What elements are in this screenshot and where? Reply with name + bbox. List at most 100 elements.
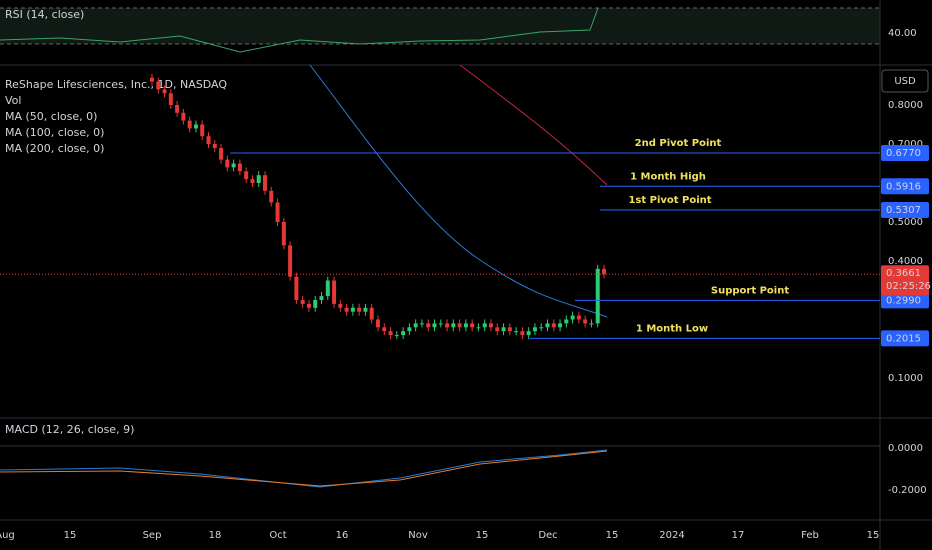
candle bbox=[476, 327, 481, 329]
candle bbox=[539, 327, 544, 329]
candle bbox=[300, 300, 305, 304]
candle bbox=[206, 136, 211, 144]
candle bbox=[564, 319, 569, 324]
level-name: Support Point bbox=[711, 285, 789, 296]
candle bbox=[589, 323, 594, 325]
level-name: 1st Pivot Point bbox=[628, 195, 711, 206]
rsi-band bbox=[0, 8, 880, 44]
legend-item: Vol bbox=[5, 94, 21, 107]
candle bbox=[156, 81, 161, 90]
rsi-title: RSI (14, close) bbox=[5, 8, 84, 21]
candle bbox=[532, 327, 537, 332]
candle bbox=[319, 296, 324, 300]
rsi-line bbox=[0, 7, 599, 53]
signal-line bbox=[0, 450, 608, 487]
level-tag bbox=[881, 202, 929, 219]
candle bbox=[200, 124, 205, 137]
price-tick: 0.4000 bbox=[888, 256, 923, 267]
macd-tick: 0.0000 bbox=[888, 443, 923, 454]
macd-tick: -0.2000 bbox=[888, 485, 927, 496]
candle bbox=[558, 323, 563, 328]
level-label: 0.5307 bbox=[886, 205, 921, 216]
time-label: 15 bbox=[64, 530, 77, 541]
countdown: 02:25:26 bbox=[886, 281, 931, 292]
time-label: 2024 bbox=[659, 530, 684, 541]
level-name: 2nd Pivot Point bbox=[635, 138, 722, 149]
currency-button[interactable] bbox=[881, 69, 929, 93]
candle bbox=[463, 323, 468, 328]
candle bbox=[237, 163, 242, 172]
time-label: Nov bbox=[408, 530, 428, 541]
time-label: 15 bbox=[867, 530, 880, 541]
time-label: 15 bbox=[476, 530, 489, 541]
level-label: 0.5916 bbox=[886, 181, 921, 192]
rsi-tick: 40.00 bbox=[888, 28, 917, 39]
candle bbox=[181, 112, 186, 121]
candle bbox=[256, 175, 261, 183]
level-label: 0.6770 bbox=[886, 148, 921, 159]
candle bbox=[313, 300, 318, 308]
level-label: 0.2990 bbox=[886, 295, 921, 306]
candle bbox=[175, 105, 180, 113]
candle bbox=[382, 327, 387, 332]
last-price-tag bbox=[881, 265, 929, 296]
candle bbox=[294, 276, 299, 300]
level-tag bbox=[881, 330, 929, 347]
candle bbox=[263, 175, 267, 191]
time-label: Feb bbox=[801, 530, 819, 541]
time-label: Oct bbox=[269, 530, 286, 541]
candle bbox=[275, 202, 280, 222]
candle bbox=[438, 323, 443, 325]
candle bbox=[193, 124, 198, 129]
candle bbox=[451, 323, 456, 328]
price-tick: 0.7000 bbox=[888, 139, 923, 150]
price-tick: 0.8000 bbox=[888, 100, 923, 111]
candle bbox=[595, 268, 600, 324]
macd-title: MACD (12, 26, close, 9) bbox=[5, 423, 134, 436]
candle bbox=[332, 280, 337, 304]
candle bbox=[150, 77, 154, 82]
level-name: 1 Month Low bbox=[636, 323, 708, 334]
candle bbox=[570, 315, 575, 320]
candle bbox=[407, 327, 412, 332]
time-label: 16 bbox=[336, 530, 349, 541]
candle bbox=[401, 331, 406, 336]
candle bbox=[306, 303, 311, 308]
candle bbox=[501, 327, 506, 332]
candle bbox=[369, 307, 374, 320]
legend-item: MA (100, close, 0) bbox=[5, 126, 104, 139]
candle bbox=[344, 307, 349, 312]
candle bbox=[602, 268, 606, 275]
legend-item: MA (50, close, 0) bbox=[5, 110, 97, 123]
candle bbox=[551, 323, 556, 328]
candle bbox=[388, 331, 393, 336]
candle bbox=[357, 307, 362, 312]
candle bbox=[231, 163, 236, 168]
candle bbox=[288, 245, 293, 277]
price-tick: 0.1000 bbox=[888, 373, 923, 384]
candle bbox=[325, 280, 330, 297]
candle bbox=[219, 147, 224, 160]
candle bbox=[413, 323, 418, 328]
level-tag bbox=[881, 144, 929, 161]
candle bbox=[168, 93, 173, 105]
time-label: 18 bbox=[209, 530, 222, 541]
last-price: 0.3661 bbox=[886, 268, 921, 279]
candle bbox=[394, 335, 399, 337]
time-label: 15 bbox=[606, 530, 619, 541]
candle bbox=[350, 307, 355, 312]
candle bbox=[545, 323, 550, 328]
candle bbox=[583, 319, 588, 324]
main-title: ReShape Lifesciences, Inc., 1D, NASDAQ bbox=[5, 78, 227, 91]
candle bbox=[482, 323, 487, 328]
candle bbox=[225, 159, 230, 168]
time-label: 17 bbox=[732, 530, 745, 541]
candle bbox=[162, 89, 167, 94]
candle bbox=[363, 307, 368, 312]
candle bbox=[576, 315, 581, 320]
candle bbox=[281, 222, 286, 246]
candle bbox=[514, 331, 519, 333]
candle bbox=[338, 303, 343, 308]
